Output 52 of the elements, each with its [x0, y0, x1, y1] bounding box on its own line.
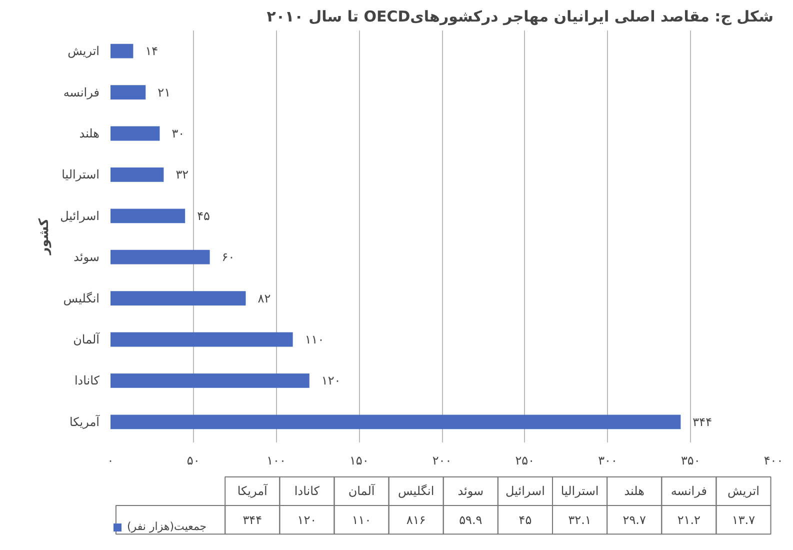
data-label: ۲۱: [158, 85, 171, 100]
text: ۲۱.۲: [677, 512, 700, 527]
x-tick-label: ۳۵۰: [680, 454, 700, 468]
legend-label: جمعیت(هزار نفر): [127, 520, 207, 533]
y-tick-label: فرانسه: [63, 85, 100, 100]
category-label: انگلیس: [398, 484, 434, 498]
chart-title: شکل ج: مقاصد اصلی ایرانیان مهاجر درکشورهایOECD تا سال ۲۰۱۰: [266, 8, 774, 26]
category-label: هلند: [624, 484, 644, 498]
y-tick-label: سوئد: [74, 250, 100, 264]
text: ۴۵: [518, 512, 532, 527]
x-tick-label: ۳۰۰: [598, 454, 618, 468]
x-tick-label: ۲۵۰: [515, 454, 535, 468]
category-label: اسرائیل: [506, 484, 545, 498]
text: ۲۹.۷: [622, 512, 646, 527]
category-label: سوئد: [458, 484, 484, 498]
y-tick-label: اتریش: [68, 44, 100, 58]
y-tick-label: انگلیس: [63, 291, 100, 306]
data-label: ۱۲۰: [321, 374, 341, 388]
data-label: ۶۰: [222, 250, 235, 264]
data-label: ۳۲: [176, 168, 189, 182]
x-tick-label: ۱۰۰: [266, 454, 286, 468]
x-tick-label: ۰: [107, 454, 114, 468]
y-tick-label: استرالیا: [62, 168, 100, 182]
category-label: اتریش: [728, 484, 760, 498]
x-tick-label: ۴۰۰: [764, 454, 784, 468]
category-label: استرالیا: [560, 484, 599, 498]
x-tick-label: ۲۰۰: [432, 454, 452, 468]
text: ۸۱۶: [406, 512, 426, 527]
data-label: ۸۲: [258, 291, 271, 306]
text: ۱۳.۷: [732, 512, 756, 527]
data-label: ۳۰: [172, 126, 185, 140]
y-tick-label: کانادا: [74, 374, 100, 388]
text: ۱۲۰: [297, 512, 317, 527]
category-label: آمریکا: [237, 484, 268, 498]
data-label: ۳۴۴: [692, 414, 712, 429]
y-tick-label: آلمان: [73, 332, 100, 346]
category-label: آلمان: [348, 484, 375, 498]
y-axis-title: کشور: [37, 218, 52, 256]
y-tick-label: آمریکا: [69, 414, 100, 429]
data-label: ۴۵: [197, 208, 210, 223]
x-tick-label: ۱۵۰: [349, 454, 369, 468]
category-label: فرانسه: [670, 484, 708, 498]
y-tick-label: هلند: [79, 126, 100, 140]
text: ۱۱۰: [352, 512, 372, 527]
data-label: ۱۱۰: [304, 332, 324, 346]
text: ۵۹.۹: [459, 512, 482, 527]
x-tick-label: ۵۰: [186, 454, 200, 468]
category-label: کانادا: [294, 484, 320, 498]
text: ۳۲.۱: [568, 512, 592, 527]
text: ۳۴۴: [242, 512, 262, 527]
data-label: ۱۴: [145, 44, 158, 58]
y-tick-label: اسرائیل: [60, 208, 100, 223]
